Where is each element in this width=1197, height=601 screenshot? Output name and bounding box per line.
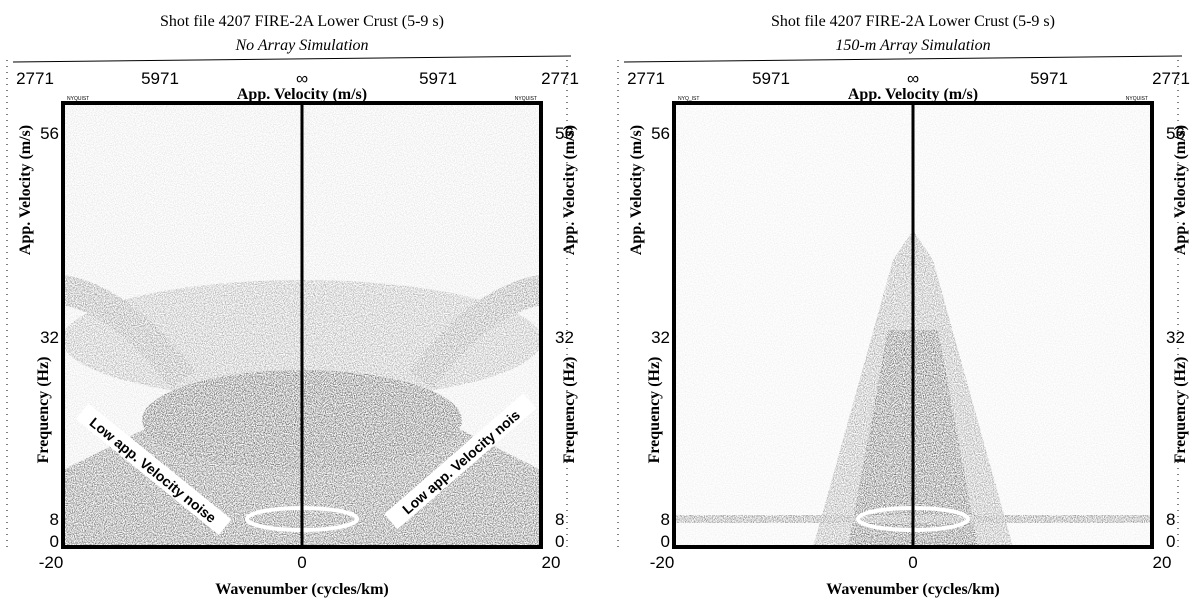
panel: Shot file 4207 FIRE-2A Lower Crust (5-9 … [617,13,1190,598]
top-axis [12,55,572,63]
left-tick-label: 8 [50,510,59,529]
x-tick-label: 20 [1153,553,1172,572]
frame [61,101,543,549]
right-tick-label: 0 [1166,532,1175,551]
top-tick-label: 2771 [1152,69,1190,88]
x-tick-label: 0 [908,553,917,572]
top-tick-label: 5971 [752,69,790,88]
top-tick-label: 5971 [1030,69,1068,88]
side-axis-label: Frequency (Hz) [35,357,52,464]
top-axis [623,55,1183,63]
right-tick-label: 32 [555,328,574,347]
arm [409,275,544,390]
nyquist: NYQUIST [67,96,89,102]
right-tick-label: 32 [1166,328,1185,347]
title: Shot file 4207 FIRE-2A Lower Crust (5-9 … [160,13,444,30]
side-axis-label: Frequency (Hz) [561,357,578,464]
left-tick-label: 56 [651,124,670,143]
side-axis-label: App. Velocity (m/s) [1172,125,1189,255]
subtitle: 150-m Array Simulation [835,37,990,54]
right-tick-label: 8 [1166,510,1175,529]
top-tick-label: ∞ [296,69,308,88]
top-axis-label: App. Velocity (m/s) [237,86,367,103]
panel: Shot file 4207 FIRE-2A Lower Crust (5-9 … [6,13,579,598]
left-tick-label: 32 [651,328,670,347]
left-tick-label: 0 [50,532,59,551]
right-tick-label: 56 [555,124,574,143]
side-axis-label: Frequency (Hz) [646,357,663,464]
top-tick-label: 2771 [16,69,54,88]
side-axis-label: App. Velocity (m/s) [628,125,645,255]
left-tick-label: 56 [40,124,59,143]
side-axis-label: App. Velocity (m/s) [17,125,34,255]
left-tick-label: 32 [40,328,59,347]
arm [60,275,195,390]
side-axis-label: App. Velocity (m/s) [561,125,578,255]
annotation-box [384,393,537,530]
x-axis-label: Wavenumber (cycles/km) [215,581,388,598]
nyquist: NYQUIST [515,96,537,102]
left-tick-label: 8 [661,510,670,529]
title: Shot file 4207 FIRE-2A Lower Crust (5-9 … [771,13,1055,30]
top-tick-label: 5971 [141,69,179,88]
top-tick-label: ∞ [907,69,919,88]
x-tick-label: -20 [39,553,64,572]
top-tick-label: 2771 [627,69,665,88]
top-axis-label: App. Velocity (m/s) [848,86,978,103]
x-axis-label: Wavenumber (cycles/km) [826,581,999,598]
x-tick-label: 20 [542,553,561,572]
right-tick-label: 8 [555,510,564,529]
annotation-box [75,403,232,535]
x-tick-label: 0 [297,553,306,572]
side-axis-label: Frequency (Hz) [1172,357,1189,464]
nyquist: NYQUIST [1126,96,1148,102]
subtitle: No Array Simulation [234,37,368,54]
top-tick-label: 2771 [541,69,579,88]
top-tick-label: 5971 [419,69,457,88]
frame [672,101,1154,549]
x-tick-label: -20 [650,553,675,572]
left-tick-label: 0 [661,532,670,551]
right-tick-label: 56 [1166,124,1185,143]
nyquist: NYQ_IST [678,96,699,102]
right-tick-label: 0 [555,532,564,551]
